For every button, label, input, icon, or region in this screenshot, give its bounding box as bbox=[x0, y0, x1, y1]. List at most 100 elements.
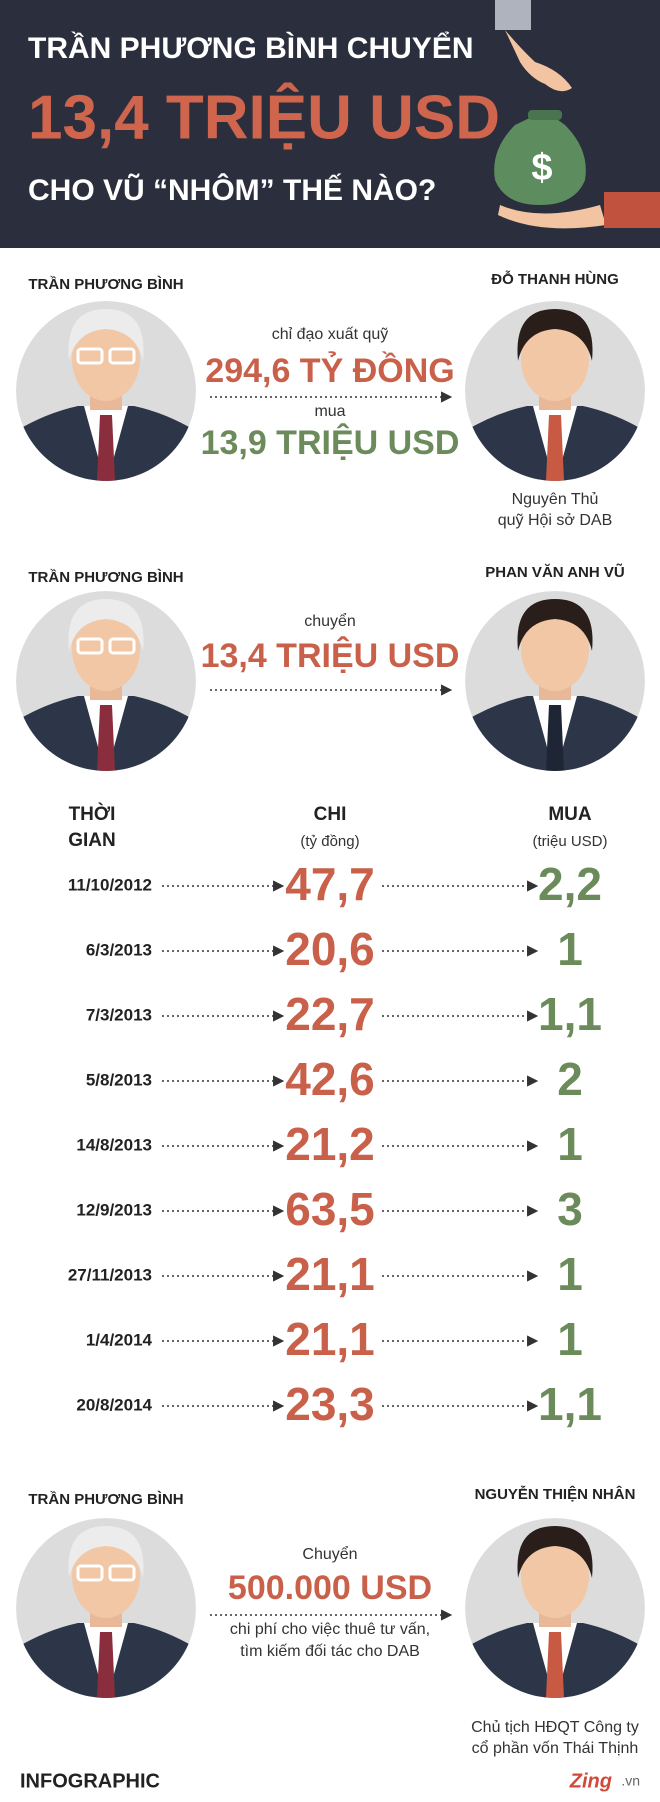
portrait bbox=[465, 1518, 645, 1698]
row-chi: 22,7 bbox=[285, 988, 375, 1040]
row-date: 27/11/2013 bbox=[68, 1265, 152, 1284]
row-chi: 23,3 bbox=[285, 1378, 375, 1430]
row-date: 6/3/2013 bbox=[86, 940, 152, 959]
header-highlight: 13,4 TRIỆU USD bbox=[28, 83, 500, 152]
portrait-figure bbox=[465, 301, 645, 481]
row-mua: 2,2 bbox=[538, 858, 602, 910]
person-name: ĐỖ THANH HÙNG bbox=[491, 270, 619, 288]
head bbox=[72, 317, 140, 401]
head bbox=[72, 1534, 140, 1618]
head bbox=[72, 607, 140, 691]
header-line: CHO VŨ “NHÔM” THẾ NÀO? bbox=[28, 173, 436, 207]
transfer-amount: 13,9 TRIỆU USD bbox=[201, 424, 460, 462]
transfer-note: chi phí cho việc thuê tư vấn, bbox=[230, 1621, 430, 1638]
person-caption: Nguyên Thủ bbox=[512, 491, 599, 508]
portrait bbox=[465, 591, 645, 771]
text-bg bbox=[225, 1621, 435, 1639]
footer-label: INFOGRAPHIC bbox=[20, 1770, 160, 1792]
portrait-figure bbox=[16, 301, 196, 481]
row-mua: 1,1 bbox=[538, 988, 602, 1040]
money-illustration: $ bbox=[494, 0, 660, 229]
hair bbox=[68, 1526, 144, 1578]
transfer-amount: 294,6 TỶ ĐỒNG bbox=[205, 352, 454, 390]
portrait bbox=[16, 301, 196, 481]
row-mua: 1 bbox=[557, 1313, 583, 1365]
hair bbox=[68, 599, 144, 651]
transfer-note: mua bbox=[314, 403, 345, 420]
column-title: GIAN bbox=[68, 830, 116, 851]
column-title: MUA bbox=[548, 804, 592, 825]
portrait-figure bbox=[16, 591, 196, 771]
glasses bbox=[76, 1564, 104, 1582]
column-title: THỜI bbox=[69, 803, 116, 825]
tie bbox=[546, 705, 564, 771]
text-bg bbox=[298, 1545, 362, 1564]
tie bbox=[97, 1632, 115, 1698]
head bbox=[521, 1534, 589, 1618]
tie bbox=[546, 415, 564, 481]
tie bbox=[97, 705, 115, 771]
row-chi: 21,1 bbox=[285, 1313, 375, 1365]
transfer-note: Chuyển bbox=[302, 1545, 357, 1563]
person-caption: Chủ tịch HĐQT Công ty bbox=[471, 1719, 639, 1736]
portrait-figure bbox=[16, 1518, 196, 1698]
row-date: 1/4/2014 bbox=[86, 1330, 153, 1349]
column-unit: (tỷ đồng) bbox=[300, 833, 359, 850]
person-caption: cổ phần vốn Thái Thịnh bbox=[472, 1739, 639, 1757]
transfer-note: tìm kiếm đối tác cho DAB bbox=[240, 1643, 420, 1660]
glasses bbox=[76, 637, 104, 655]
row-date: 5/8/2013 bbox=[86, 1070, 152, 1089]
row-mua: 1 bbox=[557, 1248, 583, 1300]
portrait bbox=[16, 591, 196, 771]
person-name: TRẦN PHƯƠNG BÌNH bbox=[28, 276, 183, 293]
transfer-note: chỉ đạo xuất quỹ bbox=[272, 326, 389, 343]
row-chi: 42,6 bbox=[285, 1053, 375, 1105]
text-bg bbox=[310, 403, 350, 421]
glasses bbox=[108, 1564, 136, 1582]
row-date: 14/8/2013 bbox=[76, 1135, 152, 1154]
portrait-figure bbox=[465, 591, 645, 771]
person-name: TRẦN PHƯƠNG BÌNH bbox=[28, 569, 183, 586]
money-symbol: $ bbox=[531, 147, 552, 189]
tie bbox=[97, 415, 115, 481]
row-chi: 21,1 bbox=[285, 1248, 375, 1300]
portrait bbox=[465, 301, 645, 481]
portrait-figure bbox=[465, 1518, 645, 1698]
person-name: TRẦN PHƯƠNG BÌNH bbox=[28, 1491, 183, 1508]
person-name: NGUYỄN THIỆN NHÂN bbox=[475, 1485, 636, 1503]
portrait bbox=[16, 1518, 196, 1698]
text-bg bbox=[236, 1643, 424, 1661]
footer-brand: Zing bbox=[569, 1770, 612, 1792]
row-mua: 1 bbox=[557, 923, 583, 975]
column-title: CHI bbox=[314, 804, 347, 825]
person-caption: quỹ Hội sở DAB bbox=[498, 512, 613, 529]
person-name: PHAN VĂN ANH VŨ bbox=[485, 563, 624, 581]
row-date: 12/9/2013 bbox=[76, 1200, 152, 1219]
hair bbox=[517, 1526, 593, 1578]
row-mua: 3 bbox=[557, 1183, 583, 1235]
row-date: 11/10/2012 bbox=[68, 875, 152, 894]
header-line: TRẦN PHƯƠNG BÌNH CHUYỂN bbox=[28, 31, 474, 65]
text-bg bbox=[300, 612, 360, 631]
row-chi: 63,5 bbox=[285, 1183, 375, 1235]
row-date: 7/3/2013 bbox=[86, 1005, 152, 1024]
head bbox=[521, 607, 589, 691]
row-mua: 1,1 bbox=[538, 1378, 602, 1430]
glasses bbox=[76, 347, 104, 365]
transfer-amount: 13,4 TRIỆU USD bbox=[201, 637, 460, 675]
hair bbox=[68, 309, 144, 361]
text-bg bbox=[267, 326, 393, 344]
glasses bbox=[108, 637, 136, 655]
row-chi: 20,6 bbox=[285, 923, 375, 975]
content: TRẦN PHƯƠNG BÌNH ĐỖ THANH HÙNG chỉ đạo xuấ… bbox=[16, 270, 645, 1757]
transfer-amount: 500.000 USD bbox=[228, 1569, 432, 1607]
row-chi: 47,7 bbox=[285, 858, 375, 910]
footer-domain: .vn bbox=[621, 1773, 640, 1789]
tie bbox=[546, 1632, 564, 1698]
hair bbox=[517, 599, 593, 651]
transfer-note: chuyển bbox=[304, 612, 356, 630]
glasses bbox=[108, 347, 136, 365]
row-mua: 2 bbox=[557, 1053, 583, 1105]
